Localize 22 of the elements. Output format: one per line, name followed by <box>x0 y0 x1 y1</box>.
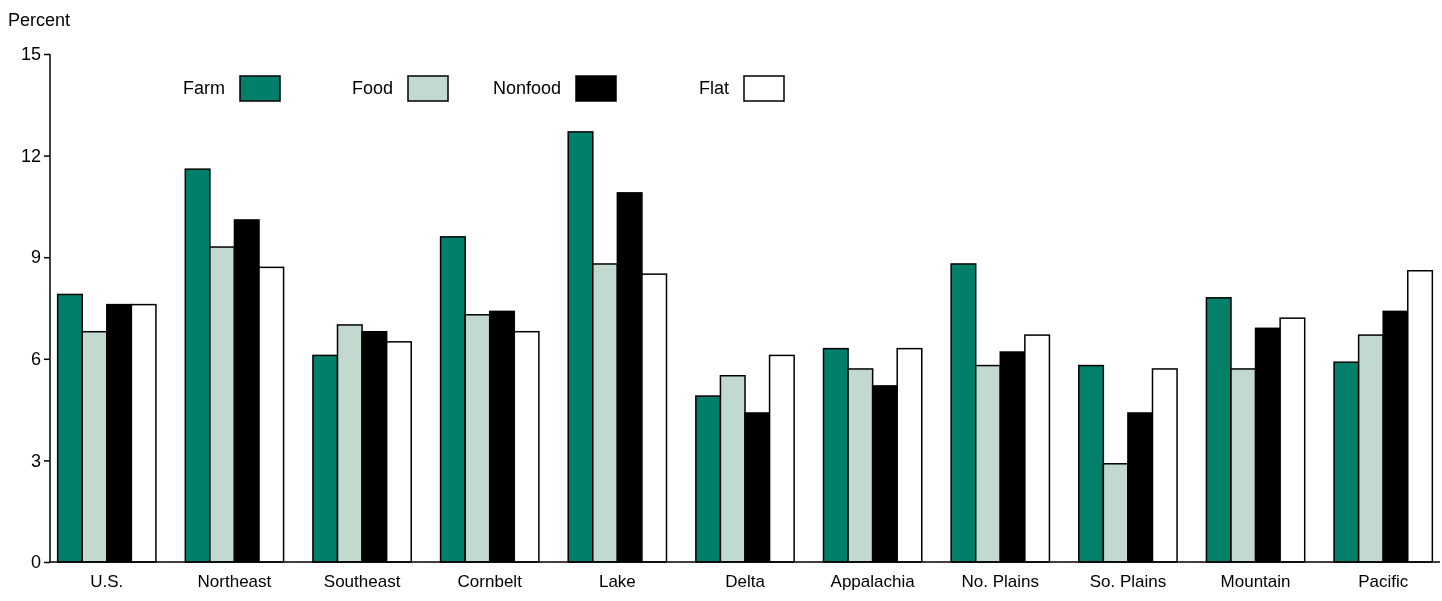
x-tick-label: Cornbelt <box>457 572 523 592</box>
y-tick-label: 6 <box>30 349 41 370</box>
legend-label: Food <box>351 78 393 98</box>
x-tick-label: Appalachia <box>830 572 916 592</box>
x-tick-label: U.S. <box>90 572 124 592</box>
x-tick-label: Mountain <box>1220 572 1291 592</box>
y-tick-label: 9 <box>30 247 41 268</box>
y-tick-label: 3 <box>30 450 41 471</box>
x-tick-label: No. Plains <box>961 572 1040 592</box>
y-tick-label: 12 <box>20 145 41 166</box>
x-tick-label: Southeast <box>323 572 401 592</box>
x-tick-label: Northeast <box>197 572 272 592</box>
x-tick-label: Pacific <box>1358 572 1409 592</box>
legend-label: Flat <box>698 78 729 98</box>
y-axis-title: Percent <box>8 10 71 30</box>
x-tick-label: Delta <box>725 572 766 592</box>
legend-label: Farm <box>183 78 225 98</box>
x-tick-label: Lake <box>598 572 636 592</box>
y-tick-label: 0 <box>30 552 41 573</box>
legend-label: Nonfood <box>492 78 561 98</box>
x-tick-label: So. Plains <box>1089 572 1167 592</box>
y-tick-label: 15 <box>20 44 41 65</box>
